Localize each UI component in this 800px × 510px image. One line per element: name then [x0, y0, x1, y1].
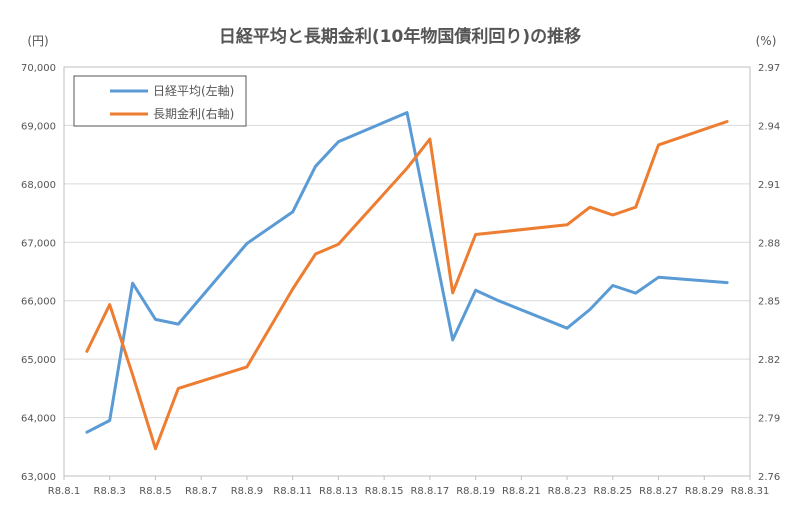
right-tick-label: 2.85 [758, 297, 780, 308]
right-axis-unit: (%) [756, 34, 777, 48]
right-tick-label: 2.79 [758, 414, 780, 425]
x-axis-ticks: R8.8.1 R8.8.3 R8.8.5 R8.8.7 R8.8.9 R8.8.11 R8.… [48, 476, 770, 497]
series-layer [85, 111, 729, 451]
x-tick-label: R8.8.19 [456, 486, 495, 497]
left-tick-label: 66,000 [21, 297, 56, 308]
chart-title: 日経平均と長期金利(10年物国債利回り)の推移 [219, 26, 581, 47]
right-tick-label: 2.76 [758, 472, 780, 483]
right-tick-label: 2.88 [758, 238, 780, 249]
left-tick-label: 64,000 [21, 414, 56, 425]
x-tick-label: R8.8.15 [365, 486, 404, 497]
series-line-nikkei [85, 111, 729, 434]
x-tick-label: R8.8.31 [731, 486, 770, 497]
right-tick-label: 2.91 [758, 180, 780, 191]
left-tick-label: 65,000 [21, 355, 56, 366]
legend-label-nikkei: 日経平均(左軸) [153, 83, 234, 98]
x-tick-label: R8.8.13 [319, 486, 358, 497]
x-tick-label: R8.8.5 [139, 486, 171, 497]
x-tick-label: R8.8.1 [48, 486, 80, 497]
legend-box [73, 75, 247, 127]
right-axis-ticks: 2.76 2.79 2.82 2.85 2.88 2.91 2.94 2.97 [758, 63, 780, 483]
x-tick-label: R8.8.17 [410, 486, 449, 497]
left-tick-label: 67,000 [21, 238, 56, 249]
legend: 日経平均(左軸) 長期金利(右軸) [73, 75, 247, 127]
series-line-long-term-rate [85, 120, 729, 451]
plot-area-frame [63, 66, 751, 477]
left-axis-ticks: 63,000 64,000 65,000 66,000 67,000 68,000 69,0… [21, 63, 56, 483]
x-tick-label: R8.8.21 [502, 486, 541, 497]
x-tick-label: R8.8.27 [639, 486, 678, 497]
right-tick-label: 2.82 [758, 355, 780, 366]
x-tick-label: R8.8.3 [94, 486, 126, 497]
x-tick-label: R8.8.29 [685, 486, 724, 497]
x-tick-label: R8.8.9 [231, 486, 263, 497]
left-tick-label: 68,000 [21, 180, 56, 191]
x-tick-label: R8.8.11 [273, 486, 312, 497]
right-tick-label: 2.97 [758, 63, 780, 74]
legend-label-long-term-rate: 長期金利(右軸) [153, 106, 234, 121]
right-tick-label: 2.94 [758, 121, 780, 132]
left-tick-label: 70,000 [21, 63, 56, 74]
left-tick-label: 63,000 [21, 472, 56, 483]
x-tick-label: R8.8.7 [185, 486, 217, 497]
left-tick-label: 69,000 [21, 121, 56, 132]
x-tick-label: R8.8.25 [593, 486, 632, 497]
left-axis-unit: (円) [27, 34, 48, 48]
x-tick-label: R8.8.23 [548, 486, 587, 497]
